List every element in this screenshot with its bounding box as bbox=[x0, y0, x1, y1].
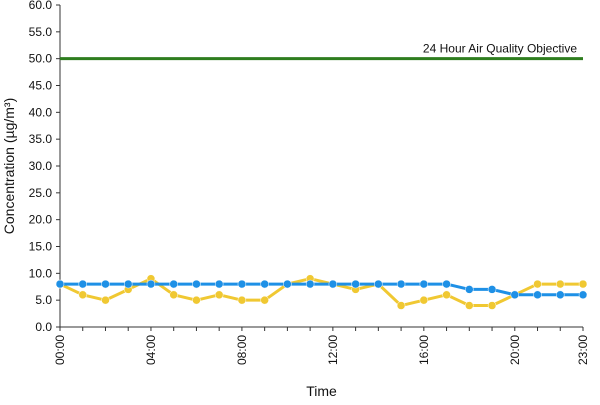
x-tick-label: 23:00 bbox=[576, 335, 590, 365]
data-point bbox=[214, 279, 224, 289]
data-point bbox=[123, 279, 133, 289]
data-point bbox=[533, 279, 542, 289]
reference-line-label: 24 Hour Air Quality Objective bbox=[423, 42, 577, 56]
x-tick-label: 20:00 bbox=[508, 335, 522, 365]
data-point bbox=[237, 279, 247, 289]
data-point bbox=[578, 290, 588, 300]
x-tick-label: 08:00 bbox=[235, 335, 249, 365]
y-tick-label: 60.0 bbox=[29, 0, 53, 12]
y-tick-label: 20.0 bbox=[29, 213, 53, 227]
y-tick-label: 0.0 bbox=[35, 320, 52, 334]
data-point bbox=[78, 290, 87, 300]
data-point bbox=[192, 295, 201, 305]
data-point bbox=[419, 295, 429, 305]
x-tick-label: 00:00 bbox=[53, 335, 67, 365]
data-point bbox=[283, 279, 292, 289]
data-point bbox=[328, 279, 338, 289]
data-point bbox=[556, 290, 565, 300]
data-point bbox=[578, 279, 588, 289]
x-axis-title: Time bbox=[306, 383, 337, 399]
y-tick-label: 35.0 bbox=[29, 132, 53, 146]
data-point bbox=[55, 279, 65, 289]
y-tick-label: 40.0 bbox=[29, 105, 53, 119]
x-tick-label: 04:00 bbox=[144, 335, 158, 365]
data-point bbox=[260, 279, 269, 289]
data-point bbox=[78, 279, 87, 289]
y-tick-label: 25.0 bbox=[29, 186, 53, 200]
y-tick-label: 50.0 bbox=[29, 52, 53, 66]
data-point bbox=[374, 279, 383, 289]
data-point bbox=[101, 295, 110, 305]
data-point bbox=[465, 301, 474, 310]
data-point bbox=[556, 279, 565, 289]
series-group bbox=[55, 274, 588, 310]
data-point bbox=[487, 301, 497, 310]
data-point bbox=[169, 290, 178, 300]
series-1 bbox=[55, 279, 588, 300]
data-point bbox=[442, 279, 451, 289]
y-tick-label: 5.0 bbox=[35, 293, 52, 307]
y-axis: 0.0 5.0 10.0 15.0 20.0 25.0 30.0 35.0 40.0 45.0 50… bbox=[29, 0, 61, 334]
y-tick-label: 10.0 bbox=[29, 266, 53, 280]
y-tick-label: 30.0 bbox=[29, 159, 53, 173]
data-point bbox=[533, 290, 542, 300]
data-point bbox=[351, 279, 360, 289]
y-axis-title: Concentration (µg/m³) bbox=[1, 98, 17, 234]
data-point bbox=[396, 301, 406, 310]
data-point bbox=[305, 279, 315, 289]
y-tick-label: 15.0 bbox=[29, 240, 53, 254]
y-tick-label: 45.0 bbox=[29, 79, 53, 93]
x-tick-label: 12:00 bbox=[326, 335, 340, 365]
data-point bbox=[260, 295, 269, 305]
data-point bbox=[192, 279, 201, 289]
data-point bbox=[487, 285, 497, 294]
data-point bbox=[146, 279, 156, 289]
x-tick-label: 16:00 bbox=[417, 335, 431, 365]
data-point bbox=[237, 295, 247, 305]
data-point bbox=[214, 290, 224, 300]
data-point bbox=[465, 285, 474, 294]
data-point bbox=[510, 290, 520, 300]
data-point bbox=[396, 279, 406, 289]
reference-line-group: 24 Hour Air Quality Objective bbox=[60, 42, 583, 61]
data-point bbox=[442, 290, 451, 300]
data-point bbox=[101, 279, 110, 289]
data-point bbox=[169, 279, 178, 289]
x-axis: 00:00 04:00 08:00 12:00 16:00 20:00 23:00 bbox=[53, 326, 590, 365]
data-point bbox=[419, 279, 429, 289]
y-tick-label: 55.0 bbox=[29, 25, 53, 39]
